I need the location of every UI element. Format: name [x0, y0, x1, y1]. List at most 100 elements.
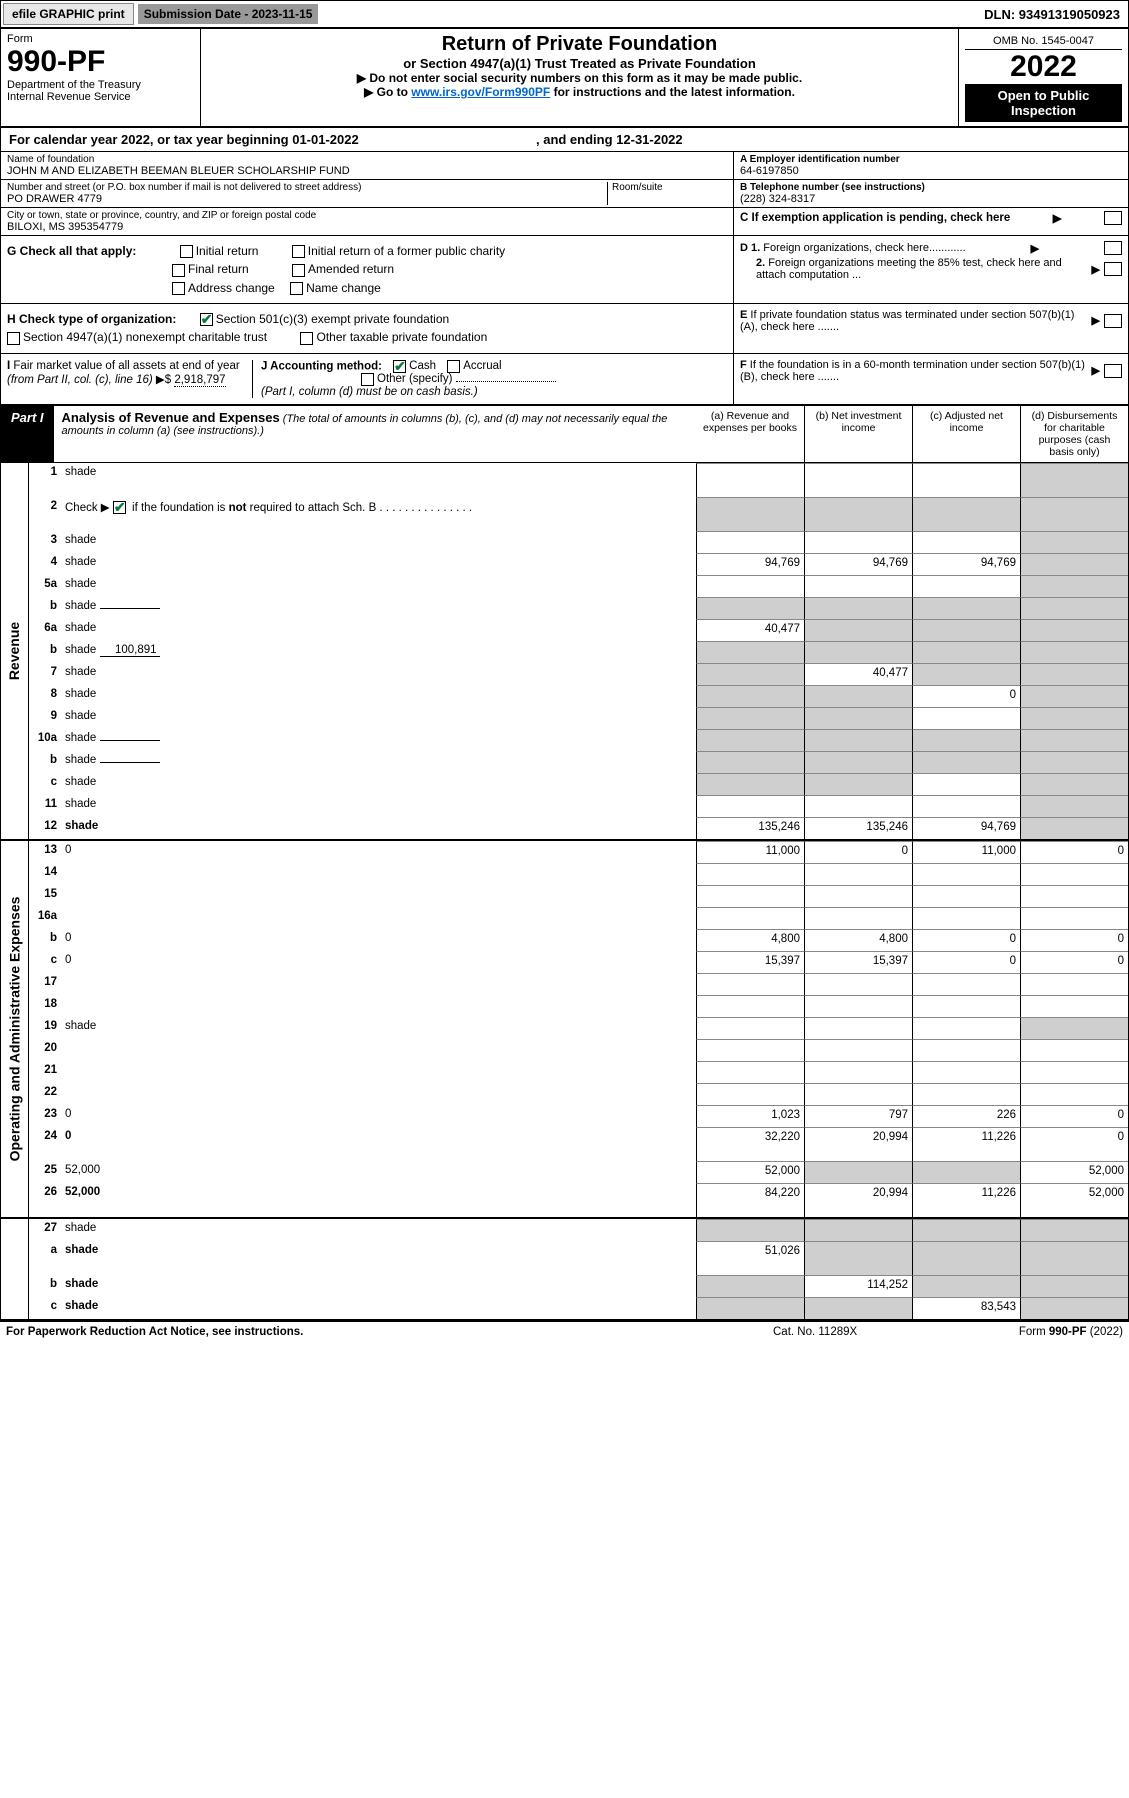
form-note-2: ▶ Go to www.irs.gov/Form990PF for instru…	[207, 85, 952, 99]
cell-shaded	[1020, 463, 1128, 497]
cell-value	[696, 795, 804, 817]
cell-value	[804, 1083, 912, 1105]
e-row: E If private foundation status was termi…	[740, 308, 1122, 334]
i-block: I Fair market value of all assets at end…	[7, 360, 252, 398]
cell-value: 0	[1020, 1105, 1128, 1127]
row-num: 20	[29, 1039, 61, 1061]
row-desc	[61, 1061, 696, 1083]
section-label: Revenue	[1, 463, 29, 839]
cell-shaded	[696, 707, 804, 729]
row-desc	[61, 995, 696, 1017]
e-checkbox[interactable]	[1104, 314, 1122, 328]
d1-checkbox[interactable]	[1104, 241, 1122, 255]
d2-row: 2. Foreign organizations meeting the 85%…	[740, 256, 1122, 282]
d1-row: D 1. Foreign organizations, check here..…	[740, 240, 1122, 256]
cell-shaded	[1020, 619, 1128, 641]
cell-value: 20,994	[804, 1183, 912, 1217]
row-desc: 0	[61, 1105, 696, 1127]
cell-shaded	[912, 1275, 1020, 1297]
cell-value: 11,000	[696, 841, 804, 863]
dln-label: DLN: 93491319050923	[976, 4, 1128, 25]
cell-shaded	[696, 663, 804, 685]
cell-shaded	[1020, 1241, 1128, 1275]
cell-value: 94,769	[696, 553, 804, 575]
h-other-checkbox[interactable]	[300, 332, 313, 345]
cell-value	[804, 863, 912, 885]
row-desc	[61, 973, 696, 995]
row-num: 3	[29, 531, 61, 553]
j-note: (Part I, column (d) must be on cash basi…	[261, 386, 478, 398]
table-row: 13011,000011,0000	[29, 841, 1128, 863]
info-right: A Employer identification number 64-6197…	[733, 152, 1128, 235]
g-namechange: Name change	[306, 281, 381, 295]
row-desc	[61, 863, 696, 885]
table-section: Operating and Administrative Expenses130…	[1, 841, 1128, 1219]
col-b-header: (b) Net investment income	[804, 406, 912, 462]
cell-value	[912, 1083, 1020, 1105]
cell-value	[696, 907, 804, 929]
phone-row: B Telephone number (see instructions) (2…	[734, 180, 1128, 208]
c-checkbox[interactable]	[1104, 211, 1122, 225]
cell-shaded	[1020, 1017, 1128, 1039]
c-label: C If exemption application is pending, c…	[740, 212, 1010, 224]
header-left: Form 990-PF Department of the Treasury I…	[1, 29, 201, 126]
h-4947-checkbox[interactable]	[7, 332, 20, 345]
j-cash-checkbox[interactable]	[393, 360, 406, 373]
table-row: 1shade	[29, 463, 1128, 497]
cell-value: 226	[912, 1105, 1020, 1127]
g-final-checkbox[interactable]	[172, 264, 185, 277]
foundation-name-row: Name of foundation JOHN M AND ELIZABETH …	[1, 152, 733, 180]
cell-shaded	[1020, 663, 1128, 685]
row-num: 9	[29, 707, 61, 729]
cell-value: 0	[804, 841, 912, 863]
part1-label: Part I	[1, 406, 54, 462]
cell-value: 0	[1020, 951, 1128, 973]
row-num: 2	[29, 497, 61, 531]
j-other-checkbox[interactable]	[361, 373, 374, 386]
table-row: 2652,00084,22020,99411,22652,000	[29, 1183, 1128, 1217]
efile-button[interactable]: efile GRAPHIC print	[3, 3, 134, 25]
cell-value: 11,226	[912, 1183, 1020, 1217]
row-desc: shade	[61, 1241, 696, 1275]
d2-checkbox[interactable]	[1104, 262, 1122, 276]
arrow-icon: ▶	[1053, 211, 1062, 225]
h-501c3-checkbox[interactable]	[200, 313, 213, 326]
table-section: 27shadeashade51,026bshade114,252cshade83…	[1, 1219, 1128, 1321]
cell-value: 0	[1020, 841, 1128, 863]
city-value: BILOXI, MS 395354779	[7, 221, 727, 233]
row-num: 1	[29, 463, 61, 497]
sub-value	[100, 608, 160, 609]
cell-value: 11,226	[912, 1127, 1020, 1161]
row-num: 19	[29, 1017, 61, 1039]
j-accrual-checkbox[interactable]	[447, 360, 460, 373]
footer-center: Cat. No. 11289X	[773, 1326, 973, 1338]
row-num: 5a	[29, 575, 61, 597]
city-label: City or town, state or province, country…	[7, 210, 727, 221]
g-amended-checkbox[interactable]	[292, 264, 305, 277]
table-row: 8shade0	[29, 685, 1128, 707]
cell-shaded	[696, 751, 804, 773]
g-initial-checkbox[interactable]	[180, 245, 193, 258]
cell-value: 52,000	[1020, 1161, 1128, 1183]
table-row: cshade	[29, 773, 1128, 795]
cell-value	[696, 863, 804, 885]
g-addrchange-checkbox[interactable]	[172, 282, 185, 295]
cell-shaded	[804, 597, 912, 619]
table-row: 27shade	[29, 1219, 1128, 1241]
table-row: bshade 100,891	[29, 641, 1128, 663]
ij-block: I Fair market value of all assets at end…	[1, 354, 1128, 404]
form-title: Return of Private Foundation	[207, 33, 952, 56]
cell-shaded	[804, 1161, 912, 1183]
row-num: 21	[29, 1061, 61, 1083]
g-namechange-checkbox[interactable]	[290, 282, 303, 295]
cell-value: 32,220	[696, 1127, 804, 1161]
f-block: F If the foundation is in a 60-month ter…	[733, 354, 1128, 404]
ein-label: A Employer identification number	[740, 154, 1122, 165]
e-label: If private foundation status was termina…	[740, 309, 1074, 333]
row-desc: shade	[61, 751, 696, 773]
irs-link[interactable]: www.irs.gov/Form990PF	[411, 85, 550, 99]
g-former-checkbox[interactable]	[292, 245, 305, 258]
section-label: Operating and Administrative Expenses	[1, 841, 29, 1217]
schb-checkbox[interactable]	[113, 501, 126, 514]
f-checkbox[interactable]	[1104, 364, 1122, 378]
